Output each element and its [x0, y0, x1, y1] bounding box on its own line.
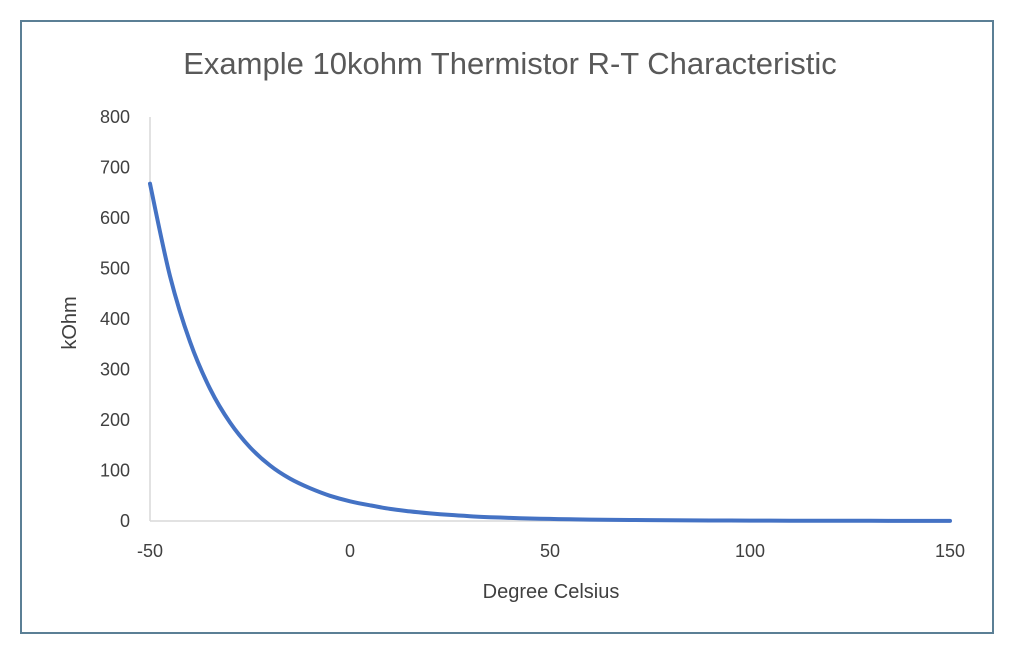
y-axis-title: kOhm: [59, 296, 81, 349]
y-tick-label: 800: [100, 107, 130, 127]
y-tick-label: 100: [100, 461, 130, 481]
x-tick-label: 100: [735, 541, 765, 561]
y-tick-label: 700: [100, 158, 130, 178]
y-tick-label: 0: [120, 511, 130, 531]
y-tick-label: 300: [100, 360, 130, 380]
x-tick-label: -50: [137, 541, 163, 561]
x-tick-label: 150: [935, 541, 965, 561]
plot-area: 0 100 200 300 400 500 600 700 800 -50 0 50 100 150: [100, 107, 965, 561]
y-tick-label: 400: [100, 309, 130, 329]
x-tick-label: 0: [345, 541, 355, 561]
x-axis-title: Degree Celsius: [483, 581, 620, 603]
chart-svg: Example 10kohm Thermistor R-T Characteri…: [59, 46, 965, 603]
y-tick-label: 500: [100, 259, 130, 279]
y-tick-label: 600: [100, 208, 130, 228]
x-tick-label: 50: [540, 541, 560, 561]
series-line: [148, 181, 952, 523]
y-tick-label: 200: [100, 410, 130, 430]
chart-title: Example 10kohm Thermistor R-T Characteri…: [183, 46, 837, 81]
chart-frame: Example 10kohm Thermistor R-T Characteri…: [20, 20, 994, 634]
